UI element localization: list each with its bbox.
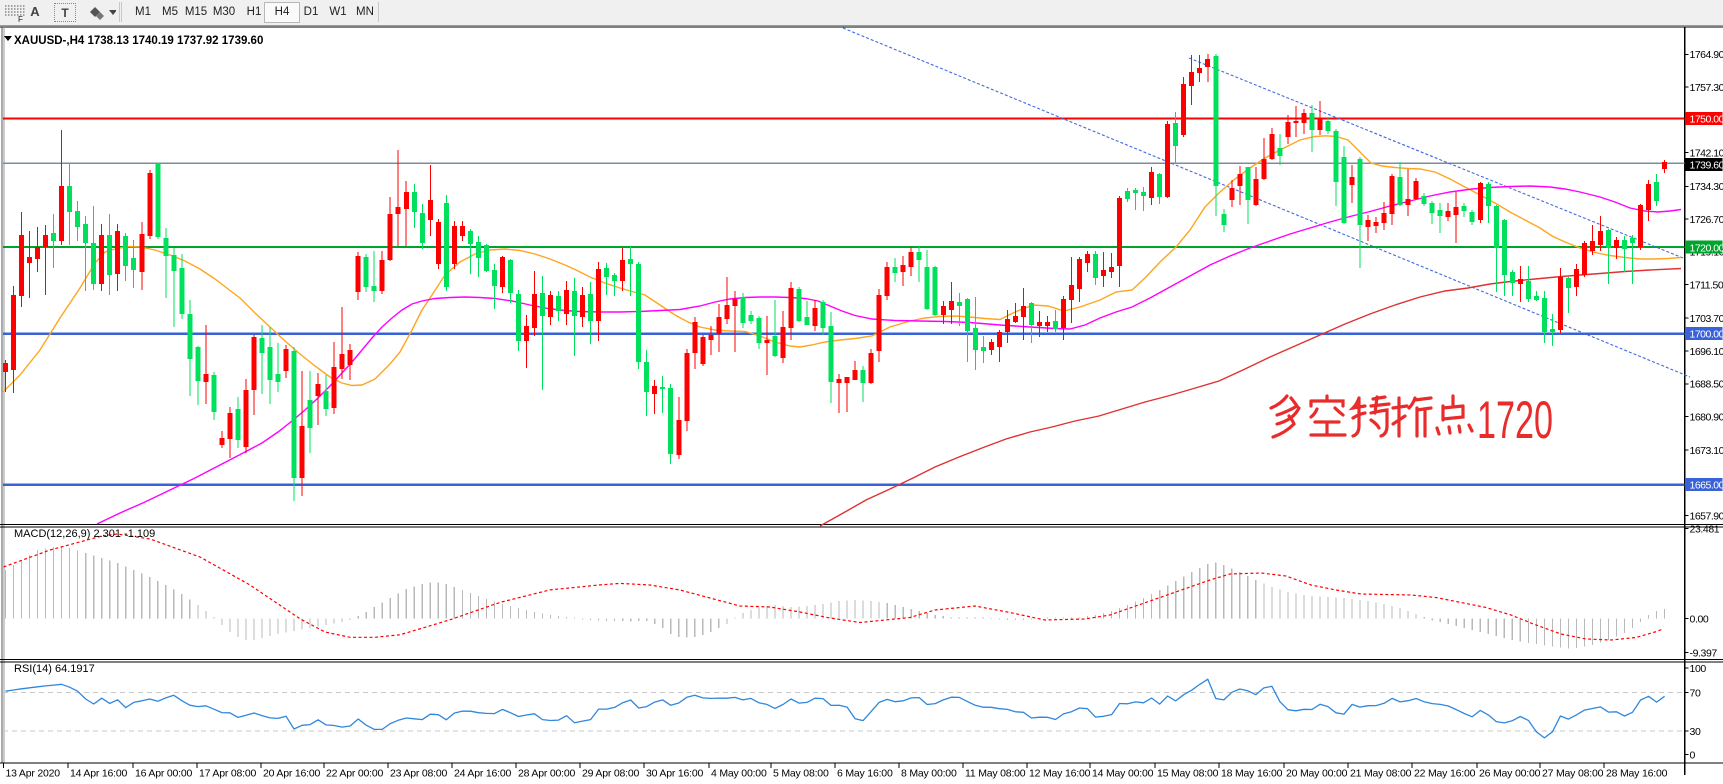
svg-text:1734.30: 1734.30 — [1690, 181, 1723, 193]
svg-text:1764.90: 1764.90 — [1690, 49, 1723, 61]
svg-text:23 Apr 08:00: 23 Apr 08:00 — [390, 768, 448, 780]
svg-text:1739.60: 1739.60 — [1690, 160, 1723, 172]
svg-text:16 Apr 00:00: 16 Apr 00:00 — [135, 768, 193, 780]
svg-text:1711.50: 1711.50 — [1690, 279, 1723, 291]
svg-text:13 Apr 2020: 13 Apr 2020 — [6, 768, 61, 780]
svg-text:12 May 16:00: 12 May 16:00 — [1029, 768, 1091, 780]
svg-text:26 May 00:00: 26 May 00:00 — [1479, 768, 1541, 780]
svg-text:MACD(12,26,9) 2.301 -1.109: MACD(12,26,9) 2.301 -1.109 — [14, 528, 155, 540]
svg-text:21 May 08:00: 21 May 08:00 — [1350, 768, 1412, 780]
svg-text:XAUUSD-,H4 1738.13 1740.19 17: XAUUSD-,H4 1738.13 1740.19 1737.92 1739.… — [14, 35, 263, 47]
svg-text:22 Apr 00:00: 22 Apr 00:00 — [326, 768, 384, 780]
svg-text:1696.10: 1696.10 — [1690, 346, 1723, 358]
svg-text:1700.00: 1700.00 — [1690, 329, 1723, 341]
svg-text:1703.70: 1703.70 — [1690, 313, 1723, 325]
svg-text:0.00: 0.00 — [1690, 613, 1709, 625]
svg-text:14 May 00:00: 14 May 00:00 — [1092, 768, 1154, 780]
svg-text:27 May 08:00: 27 May 08:00 — [1542, 768, 1604, 780]
svg-text:5 May 08:00: 5 May 08:00 — [773, 768, 829, 780]
svg-text:28 Apr 00:00: 28 Apr 00:00 — [518, 768, 576, 780]
svg-text:30: 30 — [1690, 726, 1701, 738]
svg-text:1673.10: 1673.10 — [1690, 445, 1723, 457]
svg-text:24 Apr 16:00: 24 Apr 16:00 — [454, 768, 512, 780]
svg-text:30 Apr 16:00: 30 Apr 16:00 — [646, 768, 704, 780]
svg-text:4 May 00:00: 4 May 00:00 — [711, 768, 767, 780]
svg-text:100: 100 — [1690, 663, 1707, 675]
svg-text:70: 70 — [1690, 687, 1701, 699]
svg-text:20 Apr 16:00: 20 Apr 16:00 — [263, 768, 321, 780]
svg-text:1665.00: 1665.00 — [1690, 480, 1723, 492]
svg-text:1720.00: 1720.00 — [1690, 242, 1723, 254]
svg-text:6 May 16:00: 6 May 16:00 — [837, 768, 893, 780]
svg-text:1720: 1720 — [1477, 391, 1553, 450]
svg-text:15 May 08:00: 15 May 08:00 — [1157, 768, 1219, 780]
svg-text:29 Apr 08:00: 29 Apr 08:00 — [582, 768, 640, 780]
svg-text:28 May 16:00: 28 May 16:00 — [1606, 768, 1668, 780]
svg-text:14 Apr 16:00: 14 Apr 16:00 — [70, 768, 128, 780]
svg-text:1757.30: 1757.30 — [1690, 82, 1723, 94]
svg-text:1688.50: 1688.50 — [1690, 379, 1723, 391]
svg-text:1742.10: 1742.10 — [1690, 147, 1723, 159]
svg-text:8 May 00:00: 8 May 00:00 — [901, 768, 957, 780]
svg-text:18 May 16:00: 18 May 16:00 — [1221, 768, 1283, 780]
svg-text:11 May 08:00: 11 May 08:00 — [965, 768, 1026, 780]
svg-text:1726.70: 1726.70 — [1690, 214, 1723, 226]
svg-text:23.481: 23.481 — [1690, 523, 1720, 535]
svg-text:1750.00: 1750.00 — [1690, 114, 1723, 126]
svg-text:0: 0 — [1690, 749, 1696, 761]
svg-text:1680.90: 1680.90 — [1690, 411, 1723, 423]
svg-text:20 May 00:00: 20 May 00:00 — [1286, 768, 1348, 780]
svg-text:17 Apr 08:00: 17 Apr 08:00 — [199, 768, 257, 780]
svg-text:22 May 16:00: 22 May 16:00 — [1414, 768, 1476, 780]
svg-text:RSI(14) 64.1917: RSI(14) 64.1917 — [14, 663, 95, 675]
svg-text:1657.90: 1657.90 — [1690, 511, 1723, 523]
svg-text:-9.397: -9.397 — [1690, 647, 1718, 659]
svg-text:F: F — [18, 15, 23, 24]
